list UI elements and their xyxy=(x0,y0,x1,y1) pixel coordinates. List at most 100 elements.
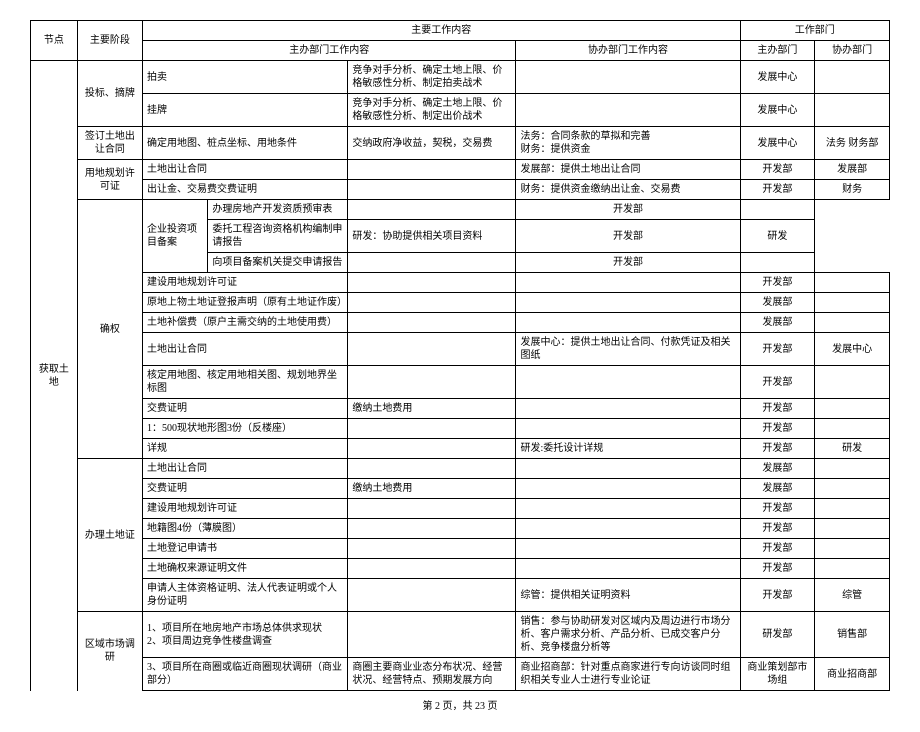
cell xyxy=(815,313,890,333)
cell: 商业招商部：针对重点商家进行专向访谈同时组织相关专业人士进行专业论证 xyxy=(516,658,740,691)
th-stage: 主要阶段 xyxy=(77,21,142,61)
th-node: 节点 xyxy=(31,21,78,61)
cell: 发展部 xyxy=(740,313,815,333)
cell xyxy=(740,200,815,220)
cell xyxy=(815,459,890,479)
cell xyxy=(815,94,890,127)
cell xyxy=(348,333,516,366)
cell: 交纳政府净收益，契税，交易费 xyxy=(348,127,516,160)
th-main-dept-work: 主办部门工作内容 xyxy=(143,41,516,61)
cell: 土地出让合同 xyxy=(143,160,348,180)
cell: 综管：提供相关证明资料 xyxy=(516,579,740,612)
cell: 商业策划部市场组 xyxy=(740,658,815,691)
cell xyxy=(815,499,890,519)
cell: 3、项目所在商圈或临近商圈现状调研（商业部分） xyxy=(143,658,348,691)
cell: 商业招商部 xyxy=(815,658,890,691)
cell xyxy=(516,559,740,579)
cell xyxy=(348,273,516,293)
th-main-work: 主要工作内容 xyxy=(143,21,741,41)
cell: 开发部 xyxy=(740,579,815,612)
cell xyxy=(348,499,516,519)
cell: 研发 xyxy=(740,220,815,253)
cell: 土地登记申请书 xyxy=(143,539,348,559)
cell xyxy=(815,293,890,313)
cell: 土地确权来源证明文件 xyxy=(143,559,348,579)
cell: 开发部 xyxy=(740,559,815,579)
cell: 开发部 xyxy=(740,399,815,419)
cell: 发展中心 xyxy=(740,94,815,127)
cell: 开发部 xyxy=(740,499,815,519)
cell: 1：500现状地形图3份（反楼座） xyxy=(143,419,348,439)
cell: 原地上物土地证登报声明（原有土地证作废） xyxy=(143,293,348,313)
cell: 研发:委托设计详规 xyxy=(516,439,740,459)
cell: 开发部 xyxy=(740,539,815,559)
cell xyxy=(516,539,740,559)
cell xyxy=(348,160,516,180)
cell xyxy=(516,419,740,439)
cell: 土地出让合同 xyxy=(143,459,348,479)
cell: 开发部 xyxy=(740,366,815,399)
cell: 财务 xyxy=(815,180,890,200)
cell: 企业投资项目备案 xyxy=(143,200,208,273)
stage-3: 用地规划许可证 xyxy=(77,160,142,200)
cell: 地籍图4份（薄膜图） xyxy=(143,519,348,539)
th-main-dept: 主办部门 xyxy=(740,41,815,61)
stage-1: 投标、摘牌 xyxy=(77,61,142,127)
cell: 法务：合同条款的草拟和完善 财务：提供资金 xyxy=(516,127,740,160)
cell: 开发部 xyxy=(516,200,740,220)
cell xyxy=(348,200,516,220)
cell xyxy=(348,559,516,579)
stage-6: 区域市场调研 xyxy=(77,612,142,691)
cell: 研发 xyxy=(815,439,890,459)
cell: 发展部 xyxy=(740,293,815,313)
cell: 交费证明 xyxy=(143,399,348,419)
cell: 竞争对手分析、确定土地上限、价格敏感性分析、制定出价战术 xyxy=(348,94,516,127)
cell: 土地补偿费（原户主需交纳的土地使用费） xyxy=(143,313,348,333)
cell: 核定用地图、核定用地相关图、规划地界坐标图 xyxy=(143,366,348,399)
cell: 交费证明 xyxy=(143,479,348,499)
cell: 土地出让合同 xyxy=(143,333,348,366)
cell xyxy=(348,519,516,539)
cell: 发展中心 xyxy=(740,127,815,160)
cell: 财务：提供资金缴纳出让金、交易费 xyxy=(516,180,740,200)
cell xyxy=(516,293,740,313)
cell: 开发部 xyxy=(740,519,815,539)
cell: 建设用地规划许可证 xyxy=(143,499,348,519)
node-cell: 获取土地 xyxy=(31,61,78,691)
cell: 发展中心 xyxy=(740,61,815,94)
cell: 商圈主要商业业态分布状况、经营状况、经营特点、预期发展方向 xyxy=(348,658,516,691)
cell: 开发部 xyxy=(740,419,815,439)
th-assist-dept: 协办部门 xyxy=(815,41,890,61)
cell xyxy=(348,419,516,439)
cell xyxy=(516,366,740,399)
cell: 竞争对手分析、确定土地上限、价格敏感性分析、制定拍卖战术 xyxy=(348,61,516,94)
cell: 申请人主体资格证明、法人代表证明或个人身份证明 xyxy=(143,579,348,612)
page-footer: 第 2 页，共 23 页 xyxy=(30,697,890,712)
stage-4: 确权 xyxy=(77,200,142,459)
cell xyxy=(348,439,516,459)
cell: 发展部 xyxy=(815,160,890,180)
cell xyxy=(348,313,516,333)
cell xyxy=(516,399,740,419)
cell: 法务 财务部 xyxy=(815,127,890,160)
cell: 发展中心：提供土地出让合同、付款凭证及相关图纸 xyxy=(516,333,740,366)
cell: 发展部 xyxy=(740,479,815,499)
cell xyxy=(815,399,890,419)
cell: 开发部 xyxy=(516,253,740,273)
cell: 发展部 xyxy=(740,459,815,479)
th-assist-dept-work: 协办部门工作内容 xyxy=(516,41,740,61)
cell: 开发部 xyxy=(740,160,815,180)
cell: 开发部 xyxy=(740,439,815,459)
cell xyxy=(348,579,516,612)
cell: 缴纳土地费用 xyxy=(348,399,516,419)
cell xyxy=(815,559,890,579)
cell xyxy=(516,519,740,539)
cell xyxy=(516,479,740,499)
cell: 出让金、交易费交费证明 xyxy=(143,180,348,200)
cell xyxy=(348,180,516,200)
cell xyxy=(815,479,890,499)
cell xyxy=(516,94,740,127)
cell: 开发部 xyxy=(740,273,815,293)
cell xyxy=(516,313,740,333)
cell: 缴纳土地费用 xyxy=(348,479,516,499)
